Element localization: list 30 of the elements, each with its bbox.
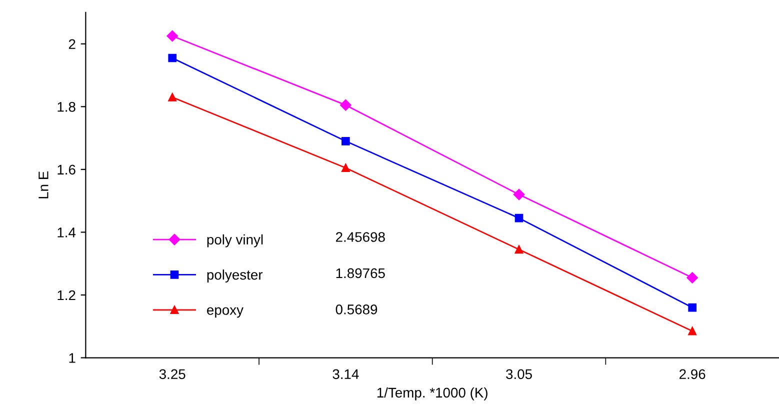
point: [514, 214, 524, 222]
x-tick-label: 3.25: [159, 369, 186, 380]
point: [168, 54, 177, 62]
legend-label: polyester: [207, 270, 263, 282]
annotation: 0.5689: [336, 304, 378, 314]
legend-label: epoxy: [207, 307, 244, 318]
x-tick-label: 3.05: [506, 369, 532, 380]
x-tick-label: 2.96: [680, 369, 706, 380]
x-axis-title: 1/Temp. *1000 (K): [377, 387, 488, 400]
annotation: 2.45698: [336, 232, 385, 242]
point: [342, 164, 350, 172]
point: [340, 99, 352, 111]
y-tick-label: 1: [69, 353, 76, 363]
y-axis-title: Ln E: [38, 171, 48, 198]
point: [166, 30, 178, 42]
point: [168, 93, 177, 102]
point: [688, 326, 697, 336]
y-tick-label: 2: [68, 39, 76, 49]
annotation: 1.89765: [336, 268, 385, 278]
point: [686, 272, 698, 284]
point: [513, 188, 525, 200]
legend-label: poly vinyl: [207, 234, 263, 248]
x-tick-label: 3.14: [332, 369, 359, 380]
point: [342, 137, 350, 146]
y-tick-label: 1.4: [58, 228, 76, 238]
point: [688, 303, 697, 312]
y-tick-label: 1.6: [58, 164, 76, 175]
y-tick-label: 1.8: [58, 102, 76, 112]
y-tick-label: 1.2: [58, 290, 76, 300]
point: [514, 245, 524, 254]
